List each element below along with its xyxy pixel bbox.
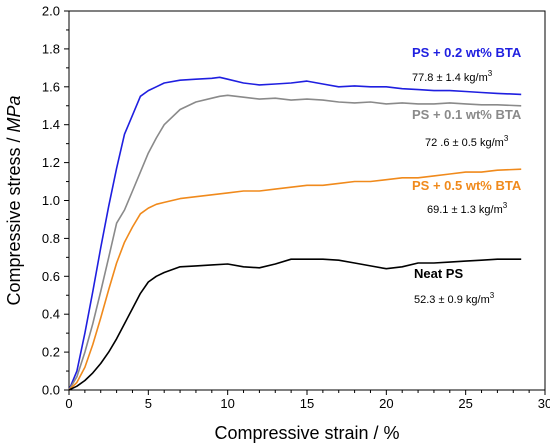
density-label-ps-0-2-wt-bta: 77.8 ± 1.4 kg/m3 bbox=[412, 69, 493, 84]
x-tick-label: 25 bbox=[458, 396, 472, 411]
series-label-neat-ps: Neat PS bbox=[414, 266, 463, 281]
density-value: 52.3 ± 0.9 kg/m bbox=[414, 294, 490, 306]
series-line-ps-0-5-wt-bta bbox=[68, 168, 522, 391]
x-tick-label: 10 bbox=[220, 396, 234, 411]
y-tick-label: 1.4 bbox=[42, 117, 60, 132]
y-tick-label: 0.0 bbox=[42, 383, 60, 398]
x-tick-label: 20 bbox=[379, 396, 393, 411]
density-exponent: 3 bbox=[490, 291, 495, 300]
y-axis-title-prefix: Compressive stress / bbox=[4, 132, 24, 305]
plot-frame bbox=[68, 10, 546, 391]
y-tick-label: 0.8 bbox=[42, 231, 60, 246]
x-tick-label: 15 bbox=[300, 396, 314, 411]
y-tick-label: 1.0 bbox=[42, 193, 60, 208]
density-value: 69.1 ± 1.3 kg/m bbox=[427, 204, 503, 216]
x-tick-label: 5 bbox=[145, 396, 152, 411]
y-tick-label: 0.6 bbox=[42, 269, 60, 284]
series-label-ps-0-1-wt-bta: PS + 0.1 wt% BTA bbox=[412, 107, 522, 122]
y-tick-label: 1.6 bbox=[42, 79, 60, 94]
density-exponent: 3 bbox=[503, 201, 508, 210]
y-axis-title-unit: MPa bbox=[4, 95, 24, 132]
series-line-neat-ps bbox=[68, 258, 522, 391]
y-tick-label: 0.2 bbox=[42, 345, 60, 360]
y-tick-label: 1.8 bbox=[42, 41, 60, 56]
density-label-ps-0-5-wt-bta: 69.1 ± 1.3 kg/m3 bbox=[427, 201, 508, 216]
x-tick-label: 0 bbox=[65, 396, 72, 411]
density-label-neat-ps: 52.3 ± 0.9 kg/m3 bbox=[414, 291, 495, 306]
y-axis-title: Compressive stress / MPa bbox=[4, 95, 24, 305]
density-exponent: 3 bbox=[488, 69, 493, 78]
series-label-ps-0-5-wt-bta: PS + 0.5 wt% BTA bbox=[412, 178, 522, 193]
series-label-ps-0-2-wt-bta: PS + 0.2 wt% BTA bbox=[412, 45, 522, 60]
y-tick-label: 2.0 bbox=[42, 4, 60, 19]
density-value: 77.8 ± 1.4 kg/m bbox=[412, 72, 488, 84]
series-line-ps-0-1-wt-bta bbox=[68, 94, 522, 391]
plot-area bbox=[68, 10, 546, 391]
axes-layer: 0 5 10 15 20 25 30 0.0 0.2 0.4 0.6 0.8 1.0 1.2 1.4 1.6 1… bbox=[42, 4, 550, 412]
y-tick-label: 0.4 bbox=[42, 307, 60, 322]
density-exponent: 3 bbox=[504, 134, 509, 143]
series-layer bbox=[68, 76, 522, 391]
x-axis-title: Compressive strain / % bbox=[214, 423, 399, 443]
x-tick-label: 30 bbox=[538, 396, 550, 411]
series-line-ps-0-2-wt-bta bbox=[68, 76, 522, 391]
y-tick-label: 1.2 bbox=[42, 155, 60, 170]
density-label-ps-0-1-wt-bta: 72 .6 ± 0.5 kg/m3 bbox=[425, 134, 509, 149]
density-value: 72 .6 ± 0.5 kg/m bbox=[425, 137, 504, 149]
